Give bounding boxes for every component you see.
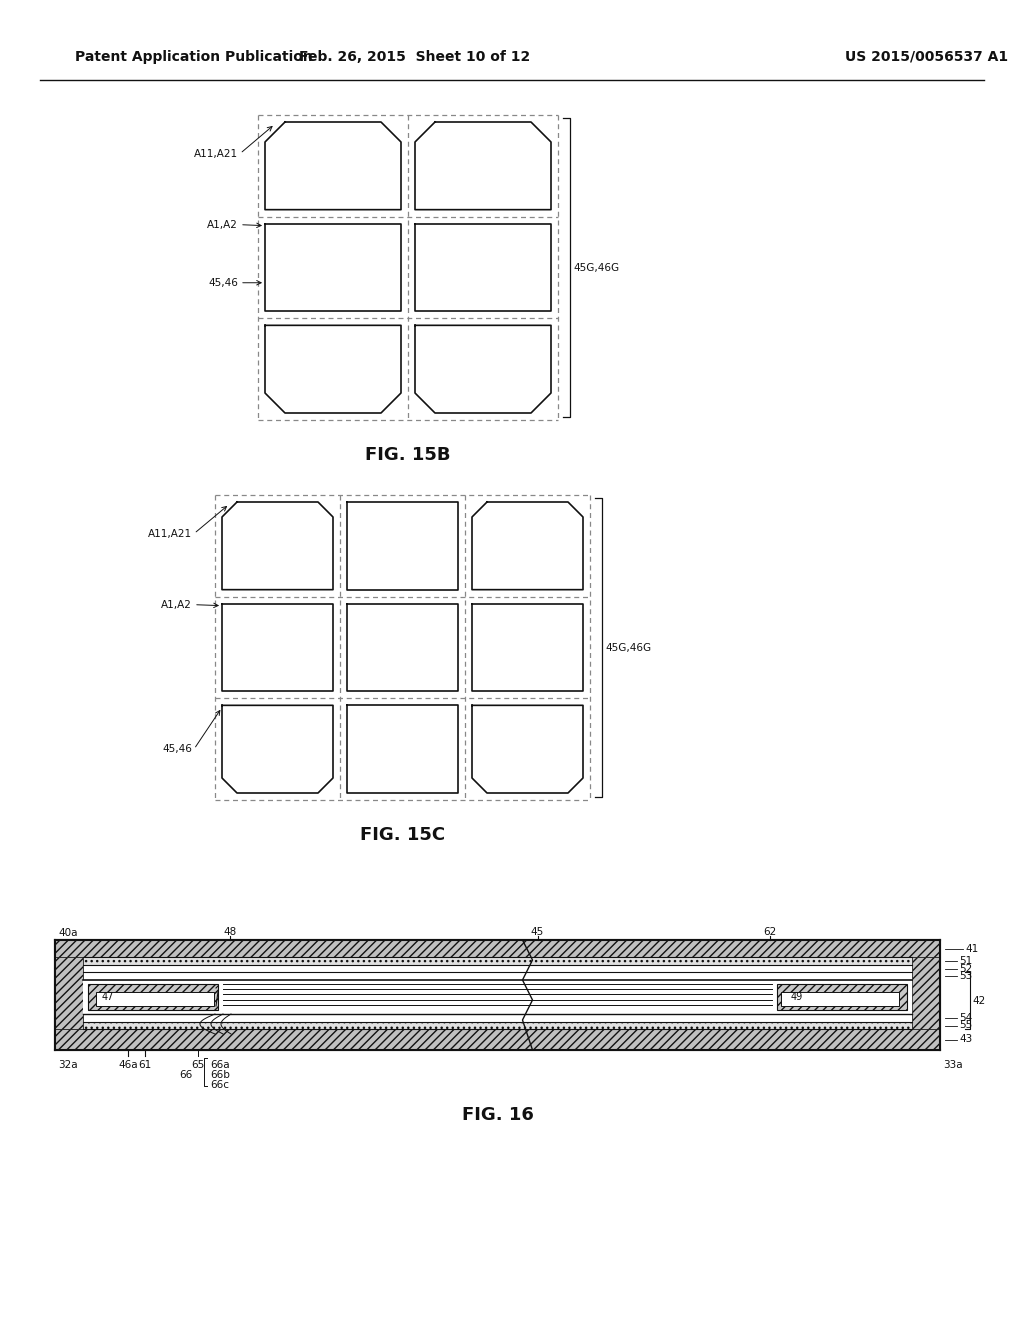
- Text: 45,46: 45,46: [162, 744, 193, 754]
- Text: 45,46: 45,46: [208, 277, 238, 288]
- Text: 61: 61: [138, 1060, 152, 1071]
- Text: 40a: 40a: [58, 928, 78, 939]
- Text: 53: 53: [959, 972, 972, 981]
- Bar: [83, 972, 912, 979]
- Text: 41: 41: [965, 944, 978, 953]
- Bar: [96, 993, 214, 1006]
- Bar: [781, 993, 899, 1006]
- Bar: [83, 965, 912, 972]
- Bar: [55, 957, 83, 1030]
- Text: 43: 43: [959, 1035, 972, 1044]
- Text: 65: 65: [191, 1060, 205, 1071]
- Bar: [83, 1022, 912, 1030]
- Text: FIG. 16: FIG. 16: [462, 1106, 534, 1125]
- Bar: [83, 1014, 912, 1022]
- Text: 66b: 66b: [210, 1071, 229, 1080]
- Bar: [83, 979, 912, 1014]
- Text: Patent Application Publication: Patent Application Publication: [75, 50, 312, 63]
- Text: 54: 54: [959, 1012, 972, 1023]
- Text: Feb. 26, 2015  Sheet 10 of 12: Feb. 26, 2015 Sheet 10 of 12: [299, 50, 530, 63]
- Bar: [83, 957, 912, 965]
- Text: 45: 45: [530, 927, 544, 937]
- Text: 51: 51: [959, 956, 972, 966]
- Bar: [777, 983, 907, 1010]
- Bar: [55, 940, 940, 1049]
- Text: 66a: 66a: [210, 1060, 229, 1071]
- Text: 66: 66: [179, 1071, 193, 1080]
- Text: 46a: 46a: [118, 1060, 138, 1071]
- Text: A1,A2: A1,A2: [207, 219, 238, 230]
- Text: A1,A2: A1,A2: [161, 599, 193, 610]
- Text: 42: 42: [972, 995, 985, 1006]
- Text: 32a: 32a: [58, 1060, 78, 1071]
- Text: 33a: 33a: [943, 1060, 963, 1071]
- Text: 47: 47: [102, 993, 115, 1002]
- Text: 45G,46G: 45G,46G: [573, 263, 620, 272]
- Text: 49: 49: [791, 993, 803, 1002]
- Bar: [912, 957, 940, 1030]
- Bar: [88, 983, 218, 1010]
- Text: 66c: 66c: [210, 1080, 229, 1090]
- Text: 52: 52: [959, 964, 972, 974]
- Text: A11,A21: A11,A21: [194, 149, 238, 158]
- Text: 45G,46G: 45G,46G: [605, 643, 651, 652]
- Text: FIG. 15C: FIG. 15C: [360, 826, 445, 843]
- Text: 55: 55: [959, 1020, 972, 1031]
- Bar: [55, 1030, 940, 1049]
- Text: A11,A21: A11,A21: [147, 528, 193, 539]
- Bar: [55, 940, 940, 957]
- Text: 62: 62: [763, 927, 776, 937]
- Text: 48: 48: [223, 927, 237, 937]
- Text: FIG. 15B: FIG. 15B: [366, 446, 451, 465]
- Text: US 2015/0056537 A1: US 2015/0056537 A1: [845, 50, 1008, 63]
